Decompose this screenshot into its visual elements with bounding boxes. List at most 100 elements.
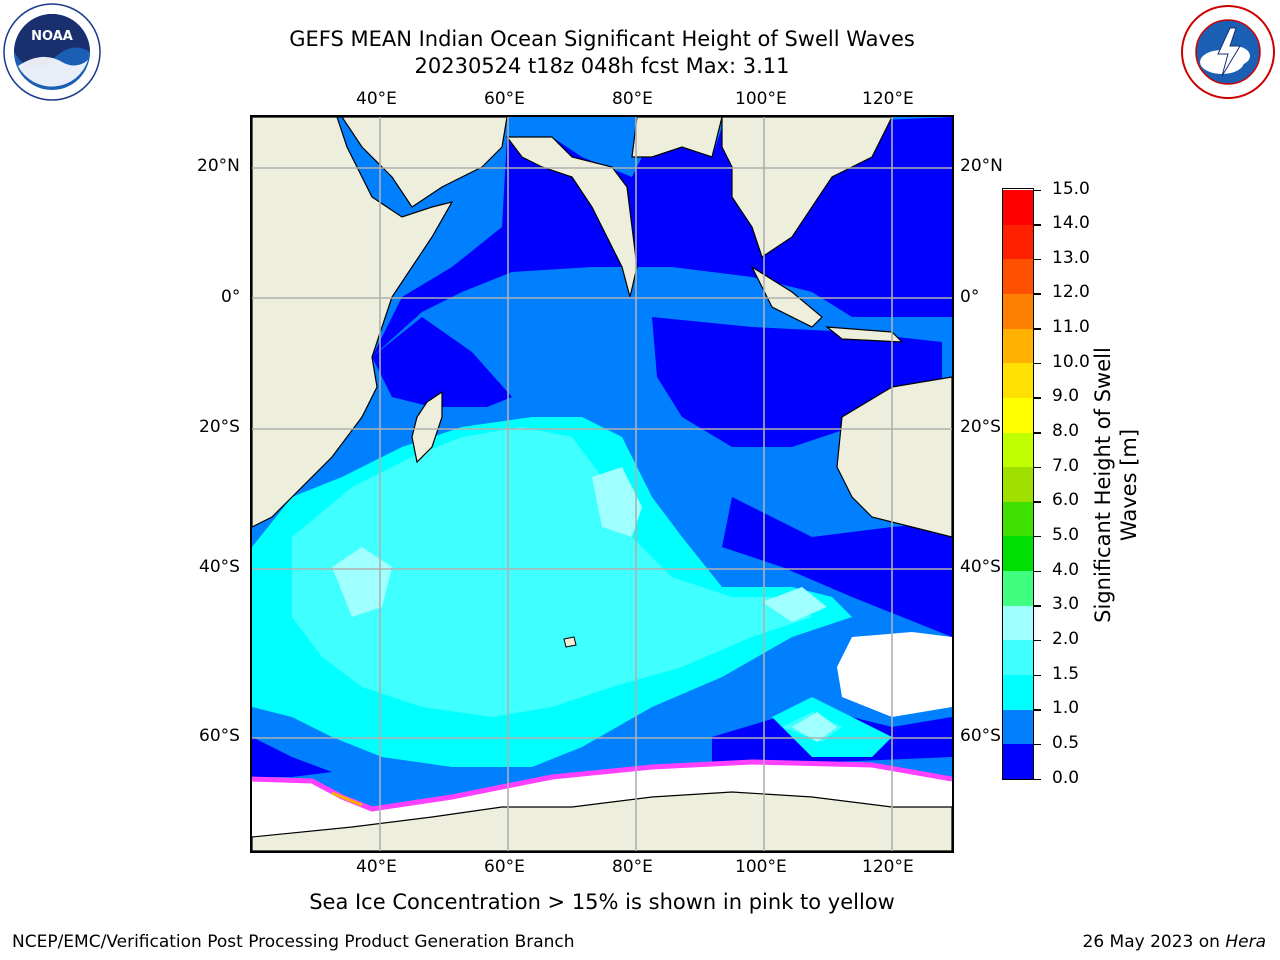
colorbar-segment [1003, 258, 1033, 294]
colorbar-segment [1003, 709, 1033, 745]
land-madagascar [411, 390, 443, 464]
swell-height-map [250, 115, 954, 853]
colorbar-tick-label: 12.0 [1052, 282, 1090, 303]
chart-subtitle: 20230524 t18z 048h fcst Max: 3.11 [414, 54, 790, 78]
lat-label-left-20s: 20°S [199, 417, 240, 437]
colorbar-segment [1003, 570, 1033, 606]
colorbar-segment [1003, 362, 1033, 398]
lon-label-bottom-40: 40°E [356, 857, 397, 877]
land-himalaya-region [631, 117, 723, 158]
colorbar-tick-label: 2.0 [1052, 628, 1080, 649]
lon-label-top-120: 120°E [862, 89, 914, 109]
colorbar-tick-mark [1034, 189, 1041, 191]
lat-label-right-0: 0° [960, 287, 980, 307]
colorbar-tick-label: 0.5 [1052, 732, 1080, 753]
colorbar-tick-label: 4.0 [1052, 559, 1080, 580]
colorbar-segment [1003, 605, 1033, 641]
footer-machine: Hera [1225, 932, 1266, 952]
lat-label-left-0: 0° [221, 287, 241, 307]
colorbar-tick-label: 11.0 [1052, 317, 1090, 338]
land-java [825, 326, 904, 343]
lon-label-bottom-120: 120°E [862, 857, 914, 877]
swell-2-3-sw-australia [762, 587, 827, 622]
lat-label-right-40s: 40°S [960, 557, 1001, 577]
sea-ice-yellow-edge [331, 791, 363, 807]
colorbar-tick-mark [1034, 224, 1041, 226]
colorbar [1002, 188, 1034, 780]
low-swell-australia-south [722, 497, 952, 637]
swell-2-3-west [332, 547, 392, 617]
colorbar-title: Significant Height of Swell Waves [m] [1090, 325, 1142, 645]
low-swell-antarctic-west [252, 737, 332, 777]
lon-label-bottom-60: 60°E [484, 857, 525, 877]
colorbar-tick-mark [1034, 432, 1041, 434]
land-sumatra [750, 265, 823, 328]
lat-label-left-40s: 40°S [199, 557, 240, 577]
lat-label-left-20n: 20°N [197, 156, 240, 176]
lat-label-left-60s: 60°S [199, 726, 240, 746]
colorbar-tick-mark [1034, 466, 1041, 469]
colorbar-tick-label: 8.0 [1052, 421, 1080, 442]
footer-credit: NCEP/EMC/Verification Post Processing Pr… [12, 932, 575, 952]
lon-label-top-40: 40°E [356, 89, 397, 109]
sea-ice-caption: Sea Ice Concentration > 15% is shown in … [309, 890, 895, 914]
colorbar-tick-label: 0.0 [1052, 767, 1080, 788]
colorbar-tick-label: 1.5 [1052, 663, 1080, 684]
lon-label-top-60: 60°E [484, 89, 525, 109]
land-africa [252, 117, 454, 528]
colorbar-tick-mark [1034, 501, 1041, 503]
colorbar-tick-mark [1034, 258, 1041, 261]
colorbar-segment [1003, 397, 1033, 433]
lon-label-bottom-100: 100°E [735, 857, 787, 877]
land-kerguelen [563, 636, 577, 648]
graticule [252, 117, 952, 851]
colorbar-segment [1003, 501, 1033, 537]
lat-label-right-60s: 60°S [960, 726, 1001, 746]
colorbar-tick-label: 1.0 [1052, 698, 1080, 719]
lat-label-right-20s: 20°S [960, 417, 1001, 437]
colorbar-tick-mark [1034, 328, 1041, 330]
colorbar-tick-label: 9.0 [1052, 386, 1080, 407]
colorbar-tick-mark [1034, 293, 1041, 295]
sea-ice-edge [252, 759, 952, 812]
footer-date-text: 26 May 2023 on [1082, 932, 1226, 952]
swell-2-3-antarctic-east [792, 712, 837, 742]
colorbar-tick-mark [1034, 397, 1041, 399]
colorbar-tick-mark [1034, 570, 1041, 573]
colorbar-tick-label: 13.0 [1052, 247, 1090, 268]
colorbar-tick-mark [1034, 709, 1041, 711]
colorbar-tick-mark [1034, 605, 1041, 607]
noaa-logo-text: NOAA [31, 29, 73, 44]
colorbar-tick-label: 14.0 [1052, 213, 1090, 234]
chart-title: GEFS MEAN Indian Ocean Significant Heigh… [289, 27, 915, 51]
colorbar-tick-mark [1034, 639, 1041, 642]
map-svg [252, 117, 952, 851]
swell-2-3-central [592, 467, 642, 537]
colorbar-segment [1003, 466, 1033, 502]
noaa-logo: NOAA [3, 3, 101, 101]
colorbar-tick-label: 5.0 [1052, 524, 1080, 545]
low-swell-madagascar [372, 317, 512, 407]
colorbar-tick-mark [1034, 743, 1041, 746]
nws-logo [1181, 5, 1275, 99]
land-australia [836, 376, 952, 538]
colorbar-segment [1003, 639, 1033, 676]
colorbar-segment [1003, 535, 1033, 572]
colorbar-tick-label: 7.0 [1052, 455, 1080, 476]
colorbar-tick-label: 15.0 [1052, 178, 1090, 199]
colorbar-tick-label: 10.0 [1052, 351, 1090, 372]
land-india [505, 136, 638, 298]
colorbar-segment [1003, 189, 1033, 225]
colorbar-tick-label: 3.0 [1052, 594, 1080, 615]
colorbar-segment [1003, 224, 1033, 260]
land-antarctica [252, 791, 952, 851]
lon-label-top-80: 80°E [612, 89, 653, 109]
colorbar-title-line2: Waves [m] [1117, 428, 1141, 542]
lon-label-bottom-80: 80°E [612, 857, 653, 877]
colorbar-tick-mark [1034, 535, 1041, 538]
swell-1.5-2-band [292, 427, 812, 717]
colorbar-segment [1003, 328, 1033, 364]
colorbar-segment [1003, 432, 1033, 468]
colorbar-tick-mark [1034, 674, 1041, 677]
colorbar-segment [1003, 743, 1033, 779]
